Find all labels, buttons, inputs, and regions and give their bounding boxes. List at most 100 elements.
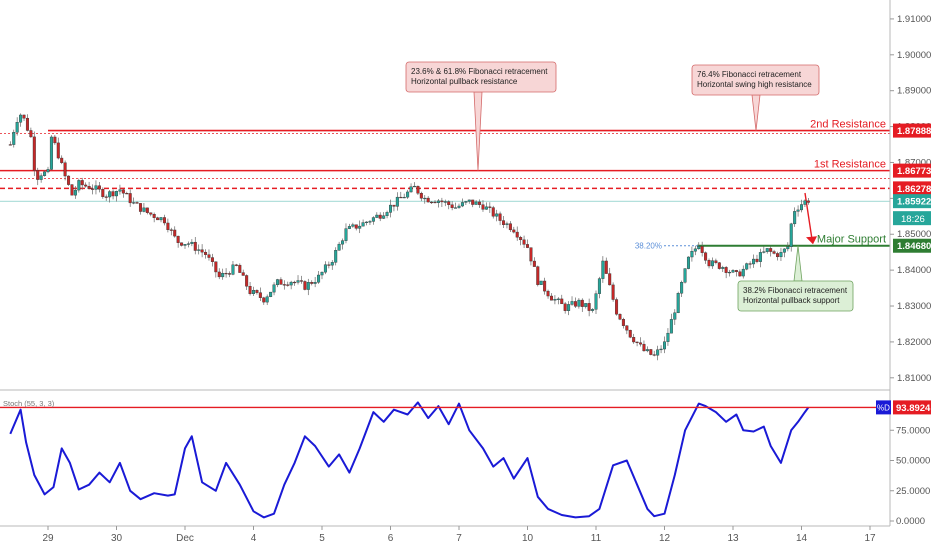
callout-text: Horizontal pullback support — [743, 296, 840, 305]
candle-body — [282, 284, 286, 286]
countdown-text: 18:26 — [901, 214, 925, 225]
candle-body — [669, 319, 673, 334]
projection-arrow-head — [806, 236, 817, 245]
time-tick-label: 7 — [456, 533, 462, 544]
level-price-tag — [893, 123, 931, 138]
candle-body — [231, 264, 235, 275]
level-price-text: 1.84680 — [897, 241, 931, 252]
candle-body — [368, 221, 372, 223]
candle-body — [121, 189, 125, 194]
candle-body — [60, 157, 64, 163]
last-price-text: 1.85922 — [897, 197, 931, 208]
candle-body — [101, 189, 105, 197]
price-tick-label: 1.91000 — [897, 14, 931, 25]
candle-body — [806, 200, 810, 203]
candle-body — [495, 213, 499, 217]
candle-body — [789, 223, 793, 247]
candle-body — [262, 297, 266, 303]
candle-body — [454, 207, 458, 209]
candle-body — [378, 214, 382, 219]
level-name: 2nd Resistance — [810, 119, 886, 131]
candle-body — [162, 217, 166, 224]
candle-body — [293, 281, 297, 284]
candle-body — [752, 258, 756, 265]
candle-body — [204, 251, 208, 255]
candle-body — [782, 248, 786, 253]
candle-body — [597, 278, 601, 294]
candle-body — [412, 185, 416, 188]
candle-body — [611, 284, 615, 300]
candle-body — [91, 188, 95, 190]
candle-body — [39, 175, 43, 180]
candle-body — [207, 254, 211, 258]
candle-body — [70, 184, 74, 196]
candle-body — [450, 204, 454, 209]
callout-box — [405, 61, 557, 93]
stoch-tick-label: 50.0000 — [896, 456, 930, 467]
candle-body — [683, 268, 687, 283]
candle-body — [416, 185, 420, 194]
stoch-tag: %D — [877, 403, 890, 412]
candle-body — [344, 228, 348, 241]
candle-body — [659, 348, 663, 351]
candle-body — [409, 186, 413, 193]
candle-body — [166, 222, 170, 230]
candle-body — [251, 290, 255, 294]
candle-body — [313, 282, 317, 284]
candle-body — [601, 260, 605, 279]
candle-body — [481, 204, 485, 210]
candle-body — [183, 244, 187, 246]
candle-body — [471, 199, 475, 205]
candle-body — [104, 196, 108, 198]
candle-body — [306, 282, 310, 290]
candle-body — [505, 223, 509, 225]
fib-label: 38.20% — [635, 242, 662, 251]
candle-body — [32, 136, 36, 171]
candle-body — [700, 246, 704, 253]
candle-body — [29, 130, 33, 138]
candle-body — [567, 304, 571, 311]
candle-body — [803, 200, 807, 205]
candle-body — [478, 201, 482, 205]
candle-body — [502, 220, 506, 225]
stochastic-pane — [0, 401, 890, 519]
candle-body — [87, 185, 91, 189]
candle-body — [515, 231, 519, 238]
price-tick-label: 1.82000 — [897, 337, 931, 348]
candle-body — [467, 199, 471, 202]
candle-body — [734, 270, 738, 272]
candle-body — [330, 262, 334, 266]
candle-body — [512, 229, 516, 233]
candle-body — [649, 349, 653, 355]
candle-body — [560, 298, 564, 305]
candle-body — [94, 185, 98, 190]
candle-body — [138, 203, 142, 212]
price-tick-label: 1.89000 — [897, 86, 931, 97]
time-tick-label: 29 — [42, 533, 54, 544]
candle-body — [132, 202, 136, 204]
candle-body — [159, 217, 163, 221]
candle-body — [265, 296, 269, 303]
level-price-tag — [893, 163, 931, 178]
candle-body — [584, 303, 588, 307]
candle-body — [77, 180, 81, 191]
candle-body — [275, 279, 279, 286]
candle-body — [697, 246, 701, 250]
stoch-tick-label: 75.0000 — [896, 425, 930, 436]
candle-body — [214, 261, 218, 273]
candle-body — [310, 282, 314, 284]
candle-body — [303, 281, 307, 290]
candle-body — [772, 251, 776, 254]
callout-text: 23.6% & 61.8% Fibonacci retracement — [411, 67, 548, 76]
axes: 1.910001.900001.890001.880001.870001.860… — [0, 0, 931, 544]
price-tick-label: 1.85000 — [897, 229, 931, 240]
candle-body — [769, 248, 773, 252]
stoch-title: Stoch (55, 3, 3) — [3, 399, 55, 408]
time-tick-label: 4 — [251, 533, 257, 544]
price-labels: 1.87888 2nd Resistance 1.86773 1st Resistan… — [810, 119, 931, 415]
price-tick-label: 1.81000 — [897, 373, 931, 384]
candle-body — [186, 243, 190, 245]
candle-body — [149, 212, 153, 215]
candle-body — [635, 341, 639, 343]
